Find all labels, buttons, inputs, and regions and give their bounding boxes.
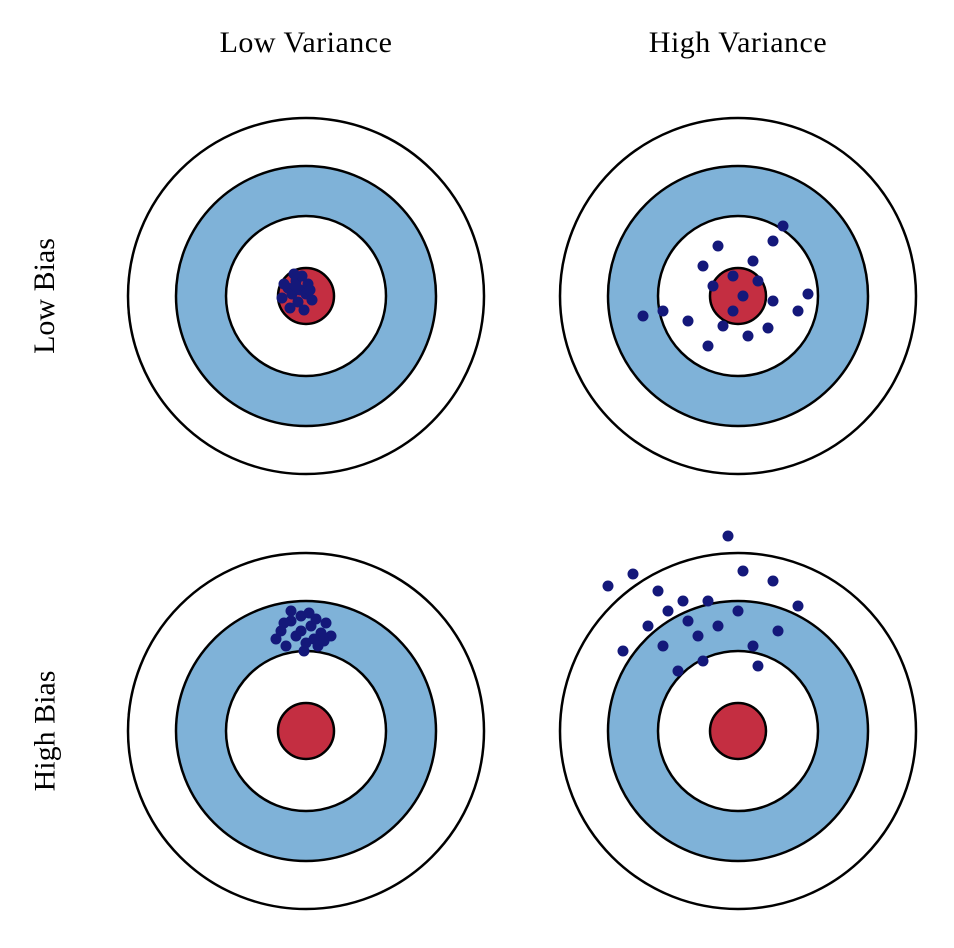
- prediction-dot: [284, 302, 296, 313]
- row-title-low-bias: Low Bias: [0, 78, 90, 513]
- prediction-dot: [290, 280, 302, 291]
- prediction-dot: [742, 330, 754, 341]
- prediction-dot: [727, 270, 739, 281]
- prediction-dot: [662, 605, 674, 616]
- prediction-dot: [697, 260, 709, 271]
- prediction-dot: [298, 645, 310, 656]
- prediction-dot: [276, 292, 288, 303]
- prediction-dot: [295, 625, 307, 636]
- target-low-bias-high-variance: [522, 78, 954, 513]
- prediction-dot: [802, 288, 814, 299]
- prediction-dot: [682, 615, 694, 626]
- prediction-dot: [292, 296, 304, 307]
- prediction-dot: [278, 278, 290, 289]
- prediction-dot: [777, 220, 789, 231]
- prediction-dot: [752, 660, 764, 671]
- prediction-dot: [732, 605, 744, 616]
- prediction-dot: [792, 600, 804, 611]
- prediction-dot: [280, 640, 292, 651]
- prediction-dot: [712, 620, 724, 631]
- prediction-dot: [767, 235, 779, 246]
- prediction-dot: [677, 595, 689, 606]
- prediction-dot: [702, 340, 714, 351]
- prediction-dot: [767, 295, 779, 306]
- prediction-dot: [702, 595, 714, 606]
- prediction-dot: [320, 617, 332, 628]
- prediction-dot: [762, 322, 774, 333]
- prediction-dot: [657, 305, 669, 316]
- prediction-dot: [288, 268, 300, 279]
- prediction-dot: [752, 275, 764, 286]
- prediction-dot: [672, 665, 684, 676]
- prediction-dot: [722, 530, 734, 541]
- prediction-dot: [707, 280, 719, 291]
- row-title-low-bias-label: Low Bias: [28, 237, 62, 354]
- bullseye: [708, 701, 768, 760]
- prediction-dot: [767, 575, 779, 586]
- bullseye: [276, 701, 336, 760]
- prediction-dot: [306, 294, 318, 305]
- prediction-dot: [303, 607, 315, 618]
- prediction-dot: [637, 310, 649, 321]
- target-bullseye-low-bias-low-variance: [126, 116, 486, 475]
- prediction-dot: [657, 640, 669, 651]
- prediction-dot: [627, 568, 639, 579]
- target-bullseye-low-bias-high-variance: [558, 116, 918, 475]
- prediction-dot: [602, 580, 614, 591]
- prediction-dot: [617, 645, 629, 656]
- prediction-dot: [318, 635, 330, 646]
- prediction-dot: [692, 630, 704, 641]
- prediction-dot: [642, 620, 654, 631]
- prediction-dot: [304, 284, 316, 295]
- prediction-dot: [697, 655, 709, 666]
- target-high-bias-high-variance: [522, 513, 954, 948]
- prediction-dot: [298, 304, 310, 315]
- prediction-dot: [717, 320, 729, 331]
- row-title-high-bias-label: High Bias: [28, 670, 61, 791]
- column-title-low-variance: Low Variance: [219, 26, 393, 59]
- prediction-dot: [747, 255, 759, 266]
- prediction-dot: [712, 240, 724, 251]
- prediction-dot: [772, 625, 784, 636]
- prediction-dot: [747, 640, 759, 651]
- target-bullseye-high-bias-low-variance: [126, 551, 486, 910]
- prediction-dot: [792, 305, 804, 316]
- prediction-dot: [652, 585, 664, 596]
- target-low-bias-low-variance: [90, 78, 522, 513]
- target-high-bias-low-variance: [90, 513, 522, 948]
- prediction-dot: [285, 605, 297, 616]
- prediction-dot: [737, 565, 749, 576]
- column-title-high-variance: High Variance: [648, 26, 828, 59]
- prediction-dot: [270, 633, 282, 644]
- corner-spacer: [0, 0, 90, 78]
- target-bullseye-high-bias-high-variance: [558, 530, 918, 910]
- prediction-dot: [727, 305, 739, 316]
- prediction-dot: [737, 290, 749, 301]
- prediction-dot: [278, 617, 290, 628]
- prediction-dot: [682, 315, 694, 326]
- row-title-high-bias: High Bias: [0, 513, 90, 948]
